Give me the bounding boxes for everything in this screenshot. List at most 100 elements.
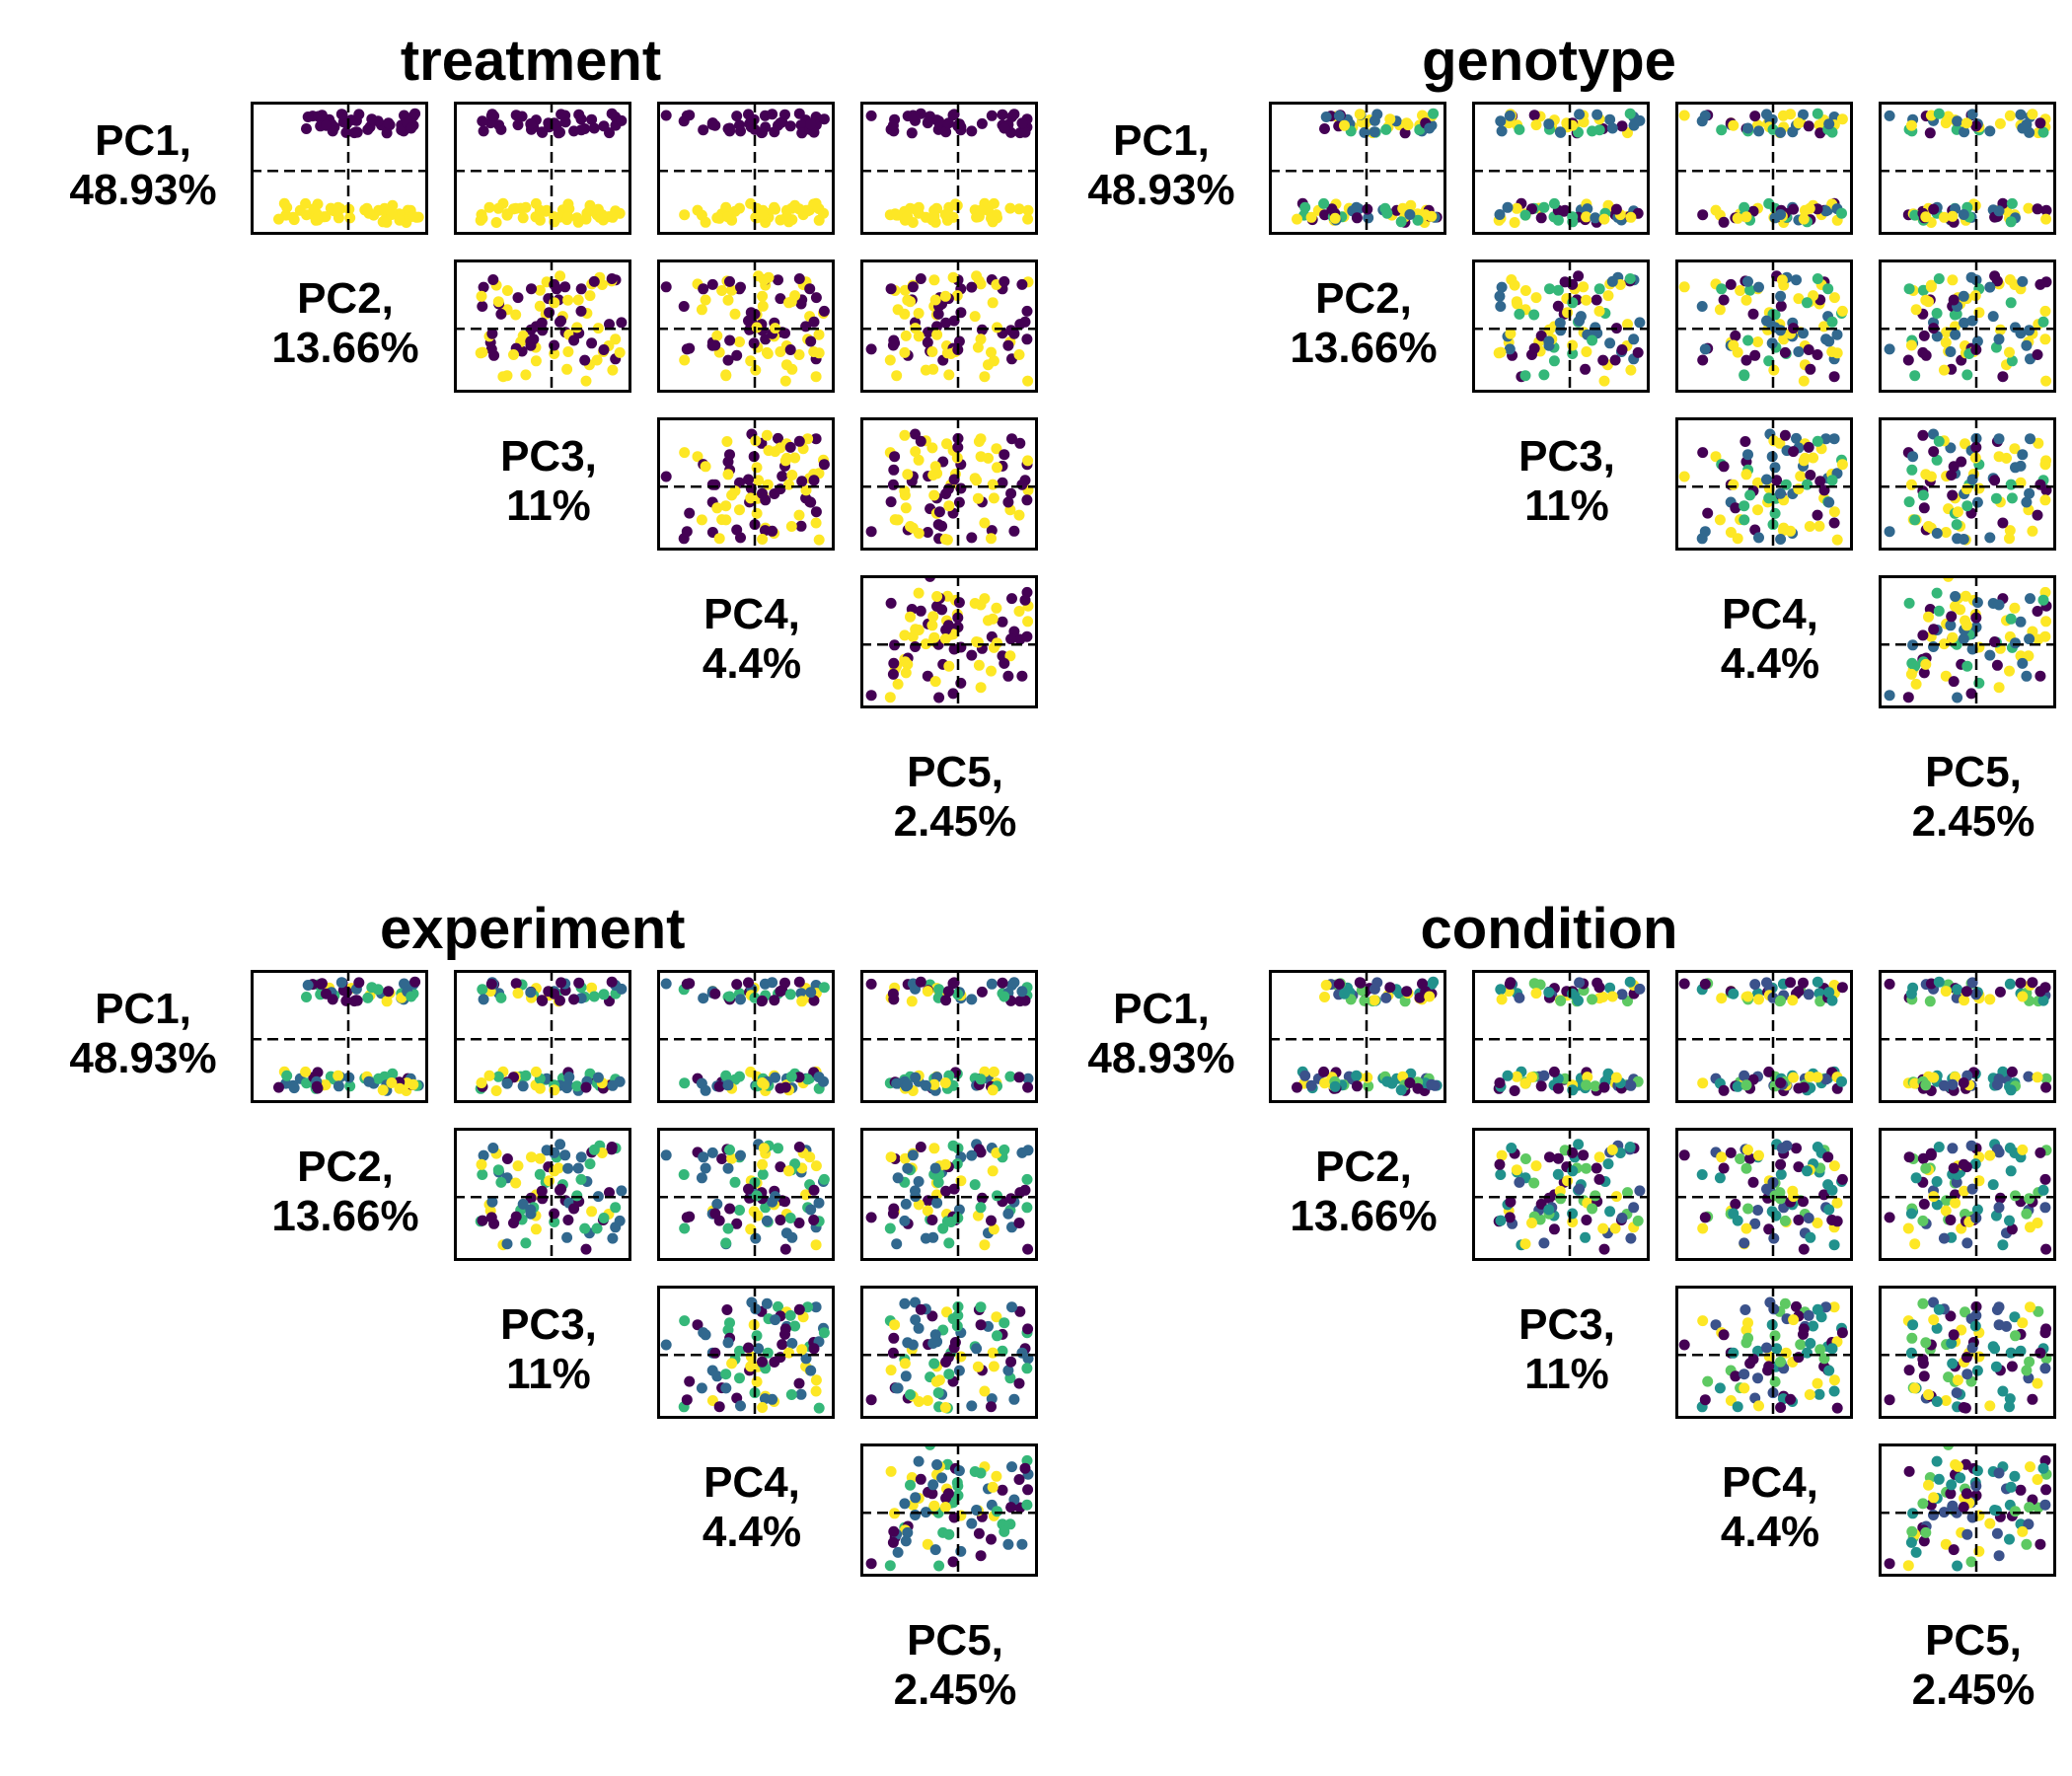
data-point [534, 300, 546, 312]
pc-label: PC1, 48.93% [1063, 985, 1260, 1083]
data-point [933, 984, 945, 996]
data-point [1951, 519, 1962, 531]
data-point [1511, 296, 1522, 308]
data-point [928, 489, 940, 501]
data-point [939, 633, 951, 644]
data-point [406, 122, 417, 134]
data-point [1530, 1160, 1542, 1172]
data-point [1940, 527, 1952, 538]
data-point [761, 1297, 773, 1309]
data-point [1993, 205, 2005, 217]
data-point [586, 1206, 598, 1218]
data-point [1906, 1332, 1918, 1344]
data-point [1581, 1162, 1592, 1174]
data-point [910, 1314, 922, 1326]
points-layer [273, 976, 424, 1096]
data-point [767, 1393, 778, 1405]
scatter-plot [1472, 1128, 1650, 1261]
data-point [537, 995, 549, 1006]
scatter-panel [1879, 417, 2056, 551]
data-point [1008, 977, 1020, 989]
data-point [1634, 1185, 1646, 1197]
data-point [501, 209, 513, 221]
data-point [2017, 1525, 2029, 1537]
data-point [1543, 118, 1555, 130]
data-point [818, 305, 830, 317]
data-point [490, 1085, 502, 1096]
pc-variance: 13.66% [271, 1192, 419, 1240]
scatter-plot [860, 102, 1038, 235]
data-point [726, 1152, 738, 1164]
data-point [379, 202, 391, 214]
data-point [2023, 1071, 2035, 1082]
data-point [1604, 113, 1616, 125]
data-point [713, 212, 725, 224]
data-point [563, 1072, 575, 1083]
data-point [537, 126, 549, 138]
data-point [1938, 211, 1950, 223]
data-point [973, 659, 985, 671]
data-point [492, 1071, 504, 1082]
data-point [722, 354, 734, 366]
data-point [902, 1526, 914, 1538]
data-point [335, 977, 347, 989]
data-point [818, 1075, 829, 1087]
data-point [1993, 333, 2005, 345]
data-point [973, 1144, 985, 1155]
data-point [709, 1347, 721, 1359]
data-point [1740, 354, 1752, 366]
data-point [534, 1082, 546, 1094]
data-point [679, 1077, 691, 1089]
data-point [793, 1377, 805, 1389]
data-point [2009, 1470, 2021, 1482]
data-point [1836, 207, 1847, 219]
data-point [1004, 1518, 1016, 1530]
data-point [779, 1196, 790, 1208]
data-point [947, 1140, 959, 1151]
data-point [1006, 1301, 1017, 1313]
data-point [525, 335, 537, 347]
data-point [757, 126, 768, 138]
data-point [1905, 119, 1917, 131]
data-point [394, 214, 406, 226]
data-point [1305, 1079, 1317, 1091]
data-point [1021, 1173, 1033, 1185]
data-point [1412, 1082, 1424, 1094]
data-point [1804, 1389, 1815, 1400]
data-point [1016, 117, 1028, 129]
data-point [407, 1078, 419, 1090]
data-point [1634, 114, 1646, 126]
data-point [757, 1356, 768, 1368]
data-point [920, 1232, 931, 1244]
data-point [840, 1215, 851, 1225]
data-point [724, 1144, 735, 1155]
data-point [1993, 1202, 2005, 1214]
data-point [805, 118, 817, 130]
data-point [927, 1338, 939, 1349]
data-point [2004, 525, 2016, 537]
data-point [953, 335, 965, 347]
data-point [555, 315, 567, 327]
data-point [910, 1072, 922, 1083]
data-point [1749, 1218, 1761, 1229]
data-point [2024, 1193, 2035, 1205]
data-point [786, 470, 798, 481]
data-point [1836, 1173, 1848, 1185]
pc-variance: 11% [1524, 481, 1609, 530]
data-point [1606, 991, 1618, 1002]
data-point [555, 270, 566, 282]
data-point [1494, 209, 1506, 220]
data-point [1931, 308, 1943, 319]
data-point [1732, 212, 1743, 224]
data-point [1369, 126, 1380, 138]
data-point [913, 587, 925, 599]
data-point [1950, 329, 1961, 340]
data-point [1597, 1222, 1609, 1234]
data-point [840, 1371, 851, 1382]
data-point [1530, 292, 1542, 304]
data-point [476, 209, 487, 220]
data-point [1004, 1071, 1016, 1082]
data-point [1730, 502, 1741, 514]
data-point [1351, 212, 1363, 224]
panel-frame [657, 259, 835, 393]
